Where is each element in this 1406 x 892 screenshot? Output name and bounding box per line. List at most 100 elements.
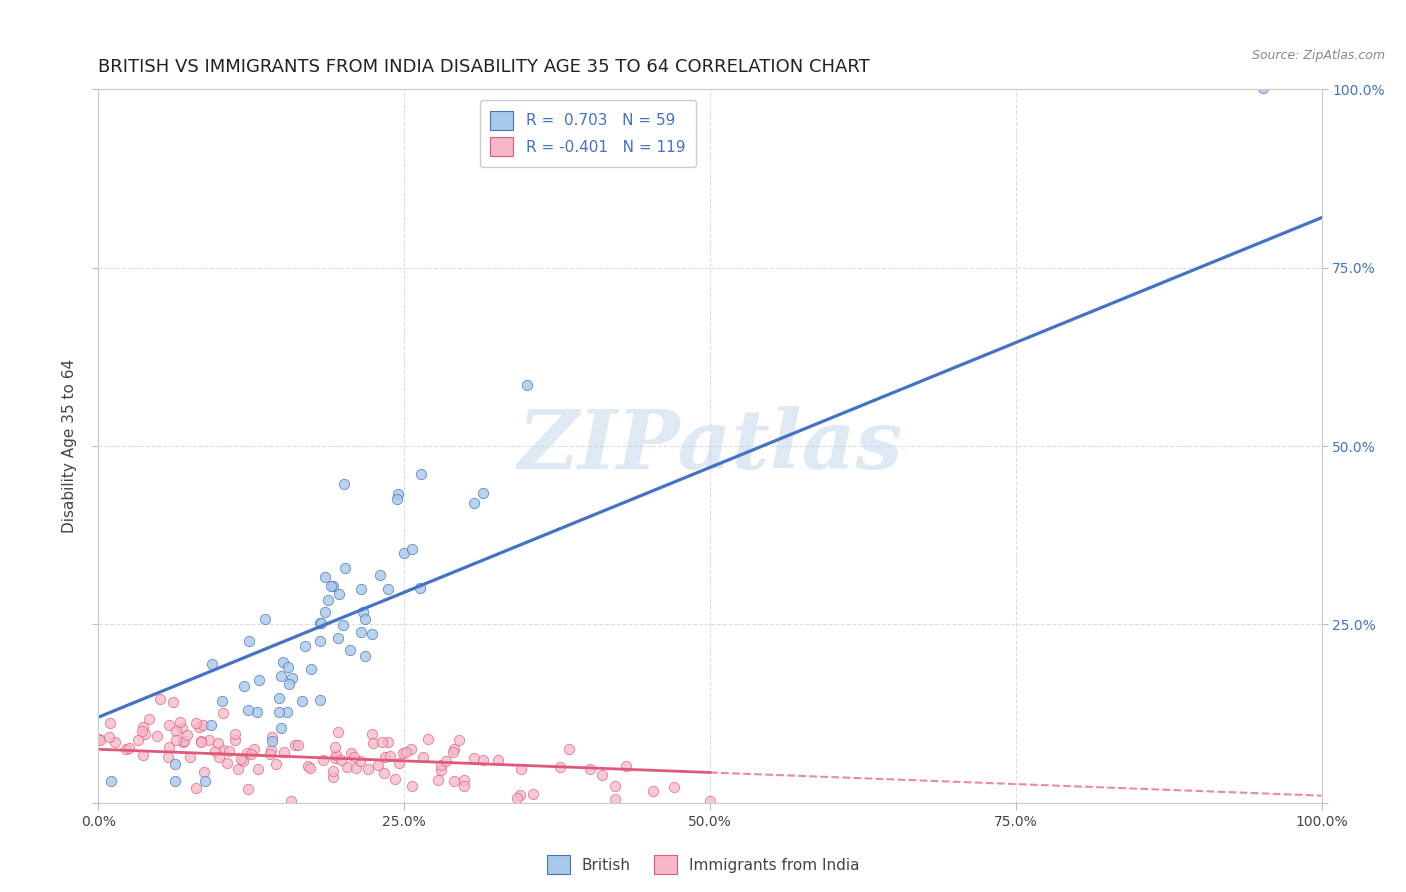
Point <box>145 729 167 743</box>
Point <box>212 706 235 720</box>
Point <box>361 737 384 751</box>
Point <box>264 756 287 771</box>
Point <box>326 725 349 739</box>
Point <box>486 753 509 767</box>
Point <box>176 728 198 742</box>
Point <box>344 761 367 775</box>
Point <box>208 750 231 764</box>
Point <box>273 655 295 669</box>
Point <box>377 735 399 749</box>
Point <box>190 733 212 747</box>
Point <box>287 738 309 752</box>
Point <box>236 782 259 797</box>
Point <box>387 487 409 501</box>
Point <box>367 757 389 772</box>
Point <box>284 738 307 752</box>
Point <box>193 764 215 779</box>
Point <box>115 741 138 756</box>
Point <box>550 760 572 774</box>
Point <box>156 750 179 764</box>
Point <box>297 759 319 773</box>
Legend: British, Immigrants from India: British, Immigrants from India <box>540 849 866 880</box>
Point <box>280 794 302 808</box>
Point <box>323 751 346 765</box>
Point <box>260 730 283 744</box>
Point <box>270 722 292 736</box>
Point <box>378 749 401 764</box>
Point <box>343 750 366 764</box>
Point <box>699 794 721 808</box>
Point <box>387 492 409 507</box>
Point <box>412 750 434 764</box>
Point <box>309 615 332 630</box>
Point <box>280 672 302 686</box>
Point <box>224 733 246 747</box>
Point <box>172 734 194 748</box>
Point <box>509 762 531 776</box>
Point <box>247 763 270 777</box>
Point <box>377 582 399 597</box>
Point <box>1251 80 1274 95</box>
Point <box>138 712 160 726</box>
Point <box>165 733 187 747</box>
Point <box>325 748 347 763</box>
Point <box>472 753 495 767</box>
Point <box>118 741 141 756</box>
Point <box>134 727 156 741</box>
Point <box>215 756 238 771</box>
Point <box>314 605 336 619</box>
Point <box>246 706 269 720</box>
Point <box>253 612 276 626</box>
Point <box>226 762 249 776</box>
Text: ZIPatlas: ZIPatlas <box>517 406 903 486</box>
Text: Source: ZipAtlas.com: Source: ZipAtlas.com <box>1251 49 1385 62</box>
Point <box>349 754 371 768</box>
Point <box>558 742 581 756</box>
Point <box>308 693 330 707</box>
Point <box>453 779 475 793</box>
Point <box>104 735 127 749</box>
Point <box>329 753 352 767</box>
Point <box>277 659 299 673</box>
Point <box>173 734 195 748</box>
Point <box>353 648 375 663</box>
Point <box>401 541 423 556</box>
Point <box>224 727 246 741</box>
Point <box>443 742 465 756</box>
Point <box>267 691 290 706</box>
Point <box>165 724 187 739</box>
Point <box>384 772 406 786</box>
Point <box>314 570 336 584</box>
Point <box>273 745 295 759</box>
Point <box>238 703 260 717</box>
Point <box>187 720 209 734</box>
Point <box>350 582 373 596</box>
Point <box>427 772 450 787</box>
Point <box>159 740 181 755</box>
Point <box>184 781 207 796</box>
Point <box>247 673 270 688</box>
Point <box>388 756 411 770</box>
Point <box>132 721 155 735</box>
Point <box>472 486 495 500</box>
Point <box>399 741 422 756</box>
Point <box>339 643 361 657</box>
Point <box>333 477 356 491</box>
Point <box>505 791 527 805</box>
Point <box>395 745 418 759</box>
Point <box>212 743 235 757</box>
Point <box>97 730 120 744</box>
Point <box>169 715 191 730</box>
Point <box>319 578 342 592</box>
Point <box>392 546 415 560</box>
Point <box>340 747 363 761</box>
Point <box>401 779 423 793</box>
Point <box>641 783 664 797</box>
Point <box>236 747 259 761</box>
Point <box>200 718 222 732</box>
Point <box>603 780 626 794</box>
Point <box>276 705 298 719</box>
Point <box>463 496 485 510</box>
Point <box>354 611 377 625</box>
Point <box>336 760 359 774</box>
